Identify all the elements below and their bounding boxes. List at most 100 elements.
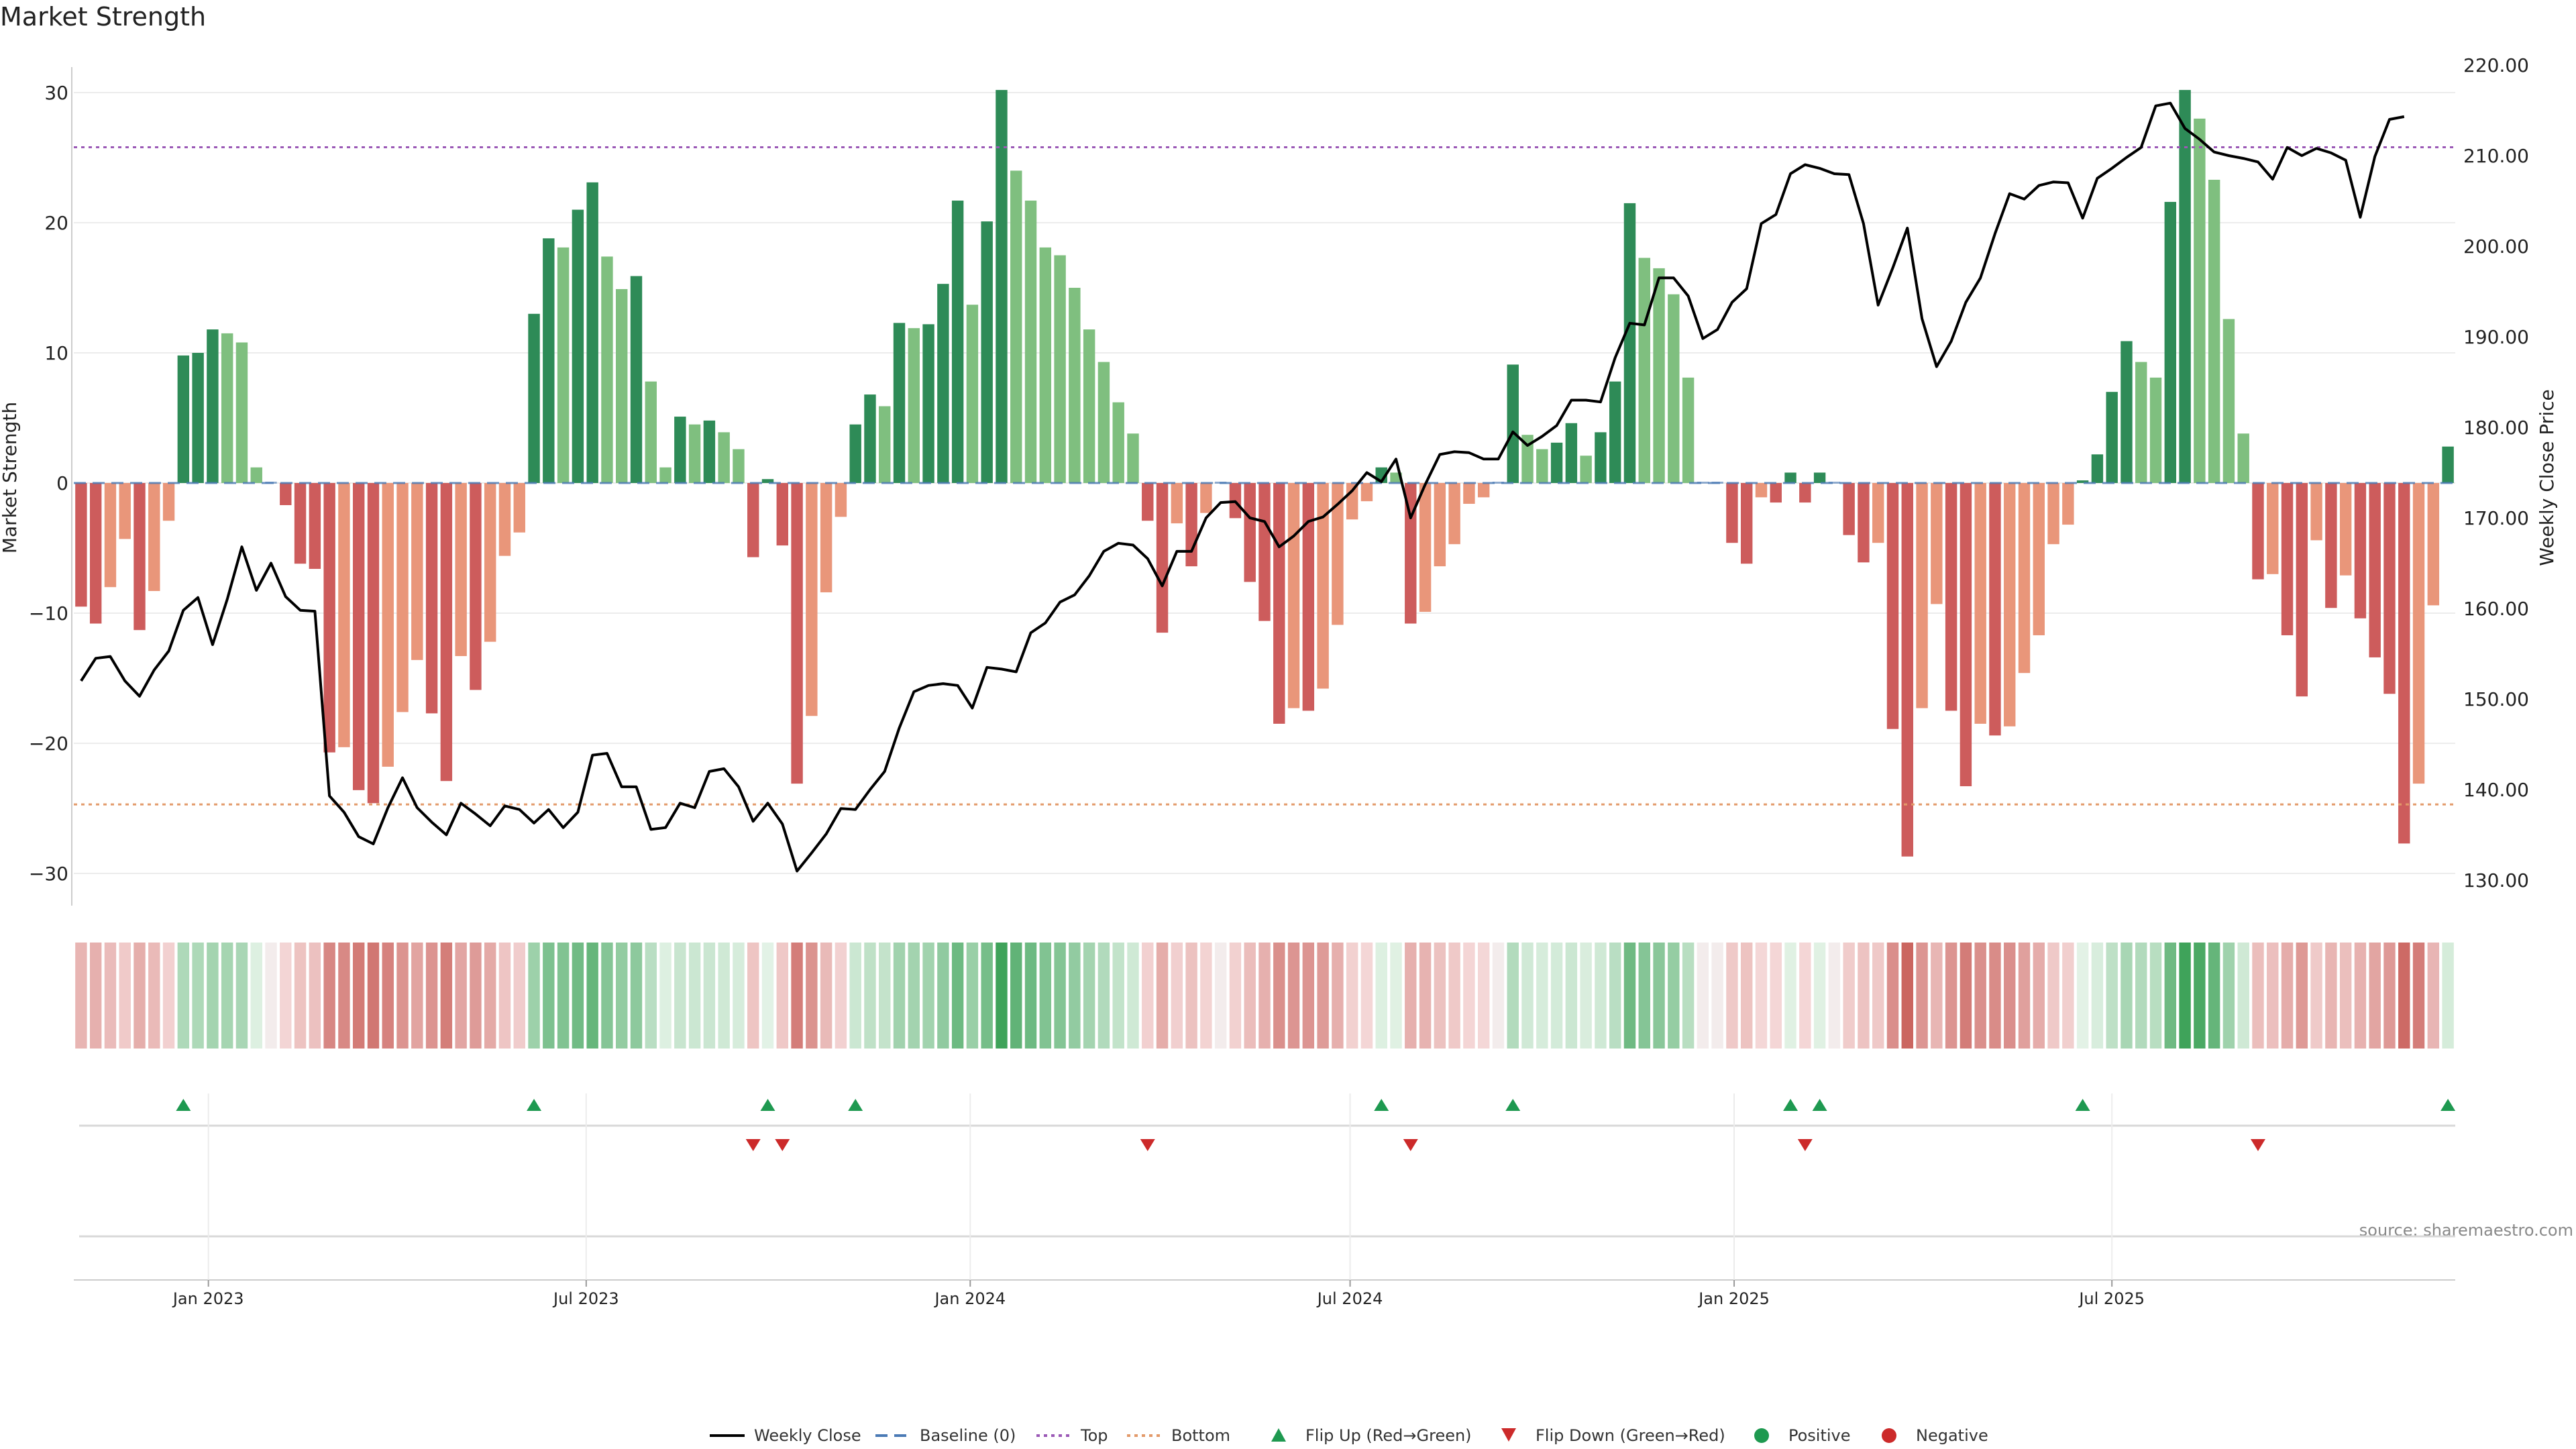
heat-cell [1127,943,1139,1049]
heat-cell [966,943,979,1049]
strength-bar [1843,483,1855,535]
strength-bar [1974,483,1986,724]
heat-cell [352,943,365,1049]
heat-cell [1214,943,1227,1049]
strength-bar [1083,329,1095,483]
heat-cell [2121,943,2133,1049]
strength-bar [2164,201,2177,483]
strength-bar [1668,294,1680,483]
strength-bar [820,483,833,592]
strength-bar [1741,483,1753,564]
heat-cell [207,943,219,1049]
heat-cell [849,943,861,1049]
legend-label: Negative [1916,1426,1988,1445]
strength-bar [645,381,657,483]
heat-cell [1945,943,1957,1049]
strength-bar [1580,455,1592,483]
legend-label: Flip Down (Green→Red) [1536,1426,1725,1445]
y2-tick-label: 130.00 [2463,869,2529,892]
heat-cell [908,943,920,1049]
heat-cell [761,943,774,1049]
strength-bar [1039,247,1052,483]
strength-bar [1405,483,1417,624]
strength-bar [1653,268,1665,483]
strength-bar [411,483,423,660]
heat-cell [440,943,453,1049]
heat-cell [2194,943,2206,1049]
heat-cell [688,943,701,1049]
strength-bar [2281,483,2294,635]
heat-cell [221,943,233,1049]
heat-cell [1521,943,1534,1049]
y-tick-label: 0 [56,472,68,494]
heat-cell [2325,943,2337,1049]
strength-bar [1638,258,1650,483]
heat-cell [1813,943,1826,1049]
strength-bar [1419,483,1432,612]
heat-cell [1097,943,1110,1049]
strength-bar [1550,442,1563,483]
strength-bar [864,394,876,483]
strength-bar [703,420,716,483]
heat-cell [1448,943,1460,1049]
heat-cell [1916,943,1928,1049]
heat-cell [1258,943,1271,1049]
heat-cell [513,943,525,1049]
heat-cell [645,943,657,1049]
strength-bar [367,483,380,804]
heat-cell [1682,943,1695,1049]
heat-cell [1974,943,1986,1049]
heat-cell [1741,943,1753,1049]
heat-cell [119,943,131,1049]
strength-bar [543,238,555,483]
legend-label: Baseline (0) [920,1426,1016,1445]
heat-cell [1960,943,1972,1049]
strength-bar [1799,483,1811,503]
heat-cell [601,943,613,1049]
price-line-group [80,101,2405,873]
strength-bar [1287,483,1300,708]
y2-tick-label: 210.00 [2463,145,2529,167]
flip-up-marker [1505,1099,1521,1111]
legend: Weekly Close Baseline (0) Top Bottom Flip Up… [710,1426,1988,1445]
strength-bar [601,256,613,483]
strength-bar [791,483,803,784]
strength-bar [455,483,467,657]
strength-bar [1989,483,2001,736]
x-tick-label: Jan 2023 [172,1289,244,1308]
flip-down-marker [745,1139,761,1151]
heat-cell [820,943,833,1049]
heat-cell [2237,943,2249,1049]
strength-bar [1813,472,1826,483]
heat-cell [2398,943,2410,1049]
heat-cell [1375,943,1387,1049]
strength-bar [1726,483,1738,543]
strength-bar [1200,483,1212,513]
heat-cell [2062,943,2074,1049]
strength-bar [1273,483,1285,724]
heat-cell [1142,943,1154,1049]
legend-label: Positive [1788,1426,1851,1445]
heat-cell [1828,943,1841,1049]
heat-cell [659,943,672,1049]
strength-bar [484,483,496,642]
strength-bar [513,483,525,533]
y2-tick-label: 140.00 [2463,779,2529,801]
heat-cell [922,943,934,1049]
strength-bar [1024,201,1037,483]
y2-tick-label: 160.00 [2463,598,2529,620]
y-tick-label: 10 [44,342,68,364]
heat-cell [192,943,204,1049]
flip-down-marker [2250,1139,2265,1151]
strength-bar [1886,483,1899,729]
heat-cell [1784,943,1796,1049]
strength-bar [396,483,409,712]
strength-bar [1127,433,1139,483]
heat-cell [2383,943,2396,1049]
strength-bar [1492,482,1505,484]
price-line [80,101,2405,873]
flip-up-marker [2440,1099,2456,1111]
heat-cell [148,943,160,1049]
strength-bar [966,305,979,483]
strength-bar [1755,483,1768,498]
